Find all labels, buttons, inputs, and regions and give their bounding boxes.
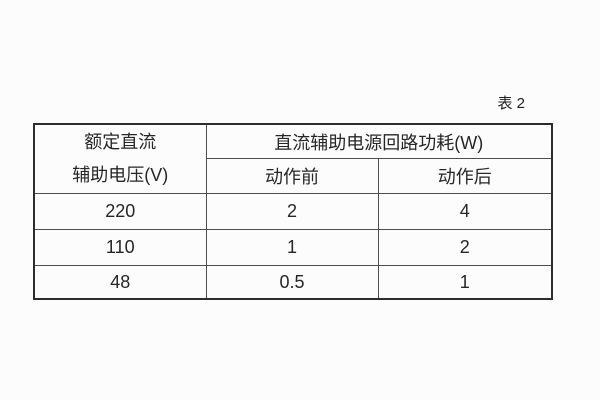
power-consumption-table: 额定直流 辅助电压(V) 直流辅助电源回路功耗(W) 动作前 动作后 220 2… <box>33 123 554 300</box>
cell-110-before: 1 <box>205 229 379 266</box>
cell-220-before: 2 <box>205 193 379 230</box>
cell-110-after: 2 <box>377 229 553 266</box>
table-row-110: 110 1 2 <box>33 229 553 266</box>
cell-voltage-220: 220 <box>33 193 207 230</box>
cell-220-after: 4 <box>377 193 553 230</box>
table-row-48: 48 0.5 1 <box>33 265 553 300</box>
table-row-220: 220 2 4 <box>33 193 553 230</box>
header-cell-power-consumption: 直流辅助电源回路功耗(W) <box>205 123 553 159</box>
header-cell-rated-voltage: 额定直流 辅助电压(V) <box>33 123 207 194</box>
header-cell-before-operation: 动作前 <box>205 158 379 194</box>
header-cell-after-operation: 动作后 <box>377 158 553 194</box>
cell-48-before: 0.5 <box>205 265 379 300</box>
header-row-1: 额定直流 辅助电压(V) 直流辅助电源回路功耗(W) <box>33 123 553 194</box>
cell-voltage-48: 48 <box>33 265 207 300</box>
cell-voltage-110: 110 <box>33 229 207 266</box>
cell-48-after: 1 <box>377 265 553 300</box>
header-voltage-line1: 额定直流 <box>84 132 157 152</box>
header-voltage-line2: 辅助电压(V) <box>72 165 169 185</box>
table-caption: 表 2 <box>497 95 525 112</box>
header-row-2: 动作前 动作后 <box>34 158 553 194</box>
